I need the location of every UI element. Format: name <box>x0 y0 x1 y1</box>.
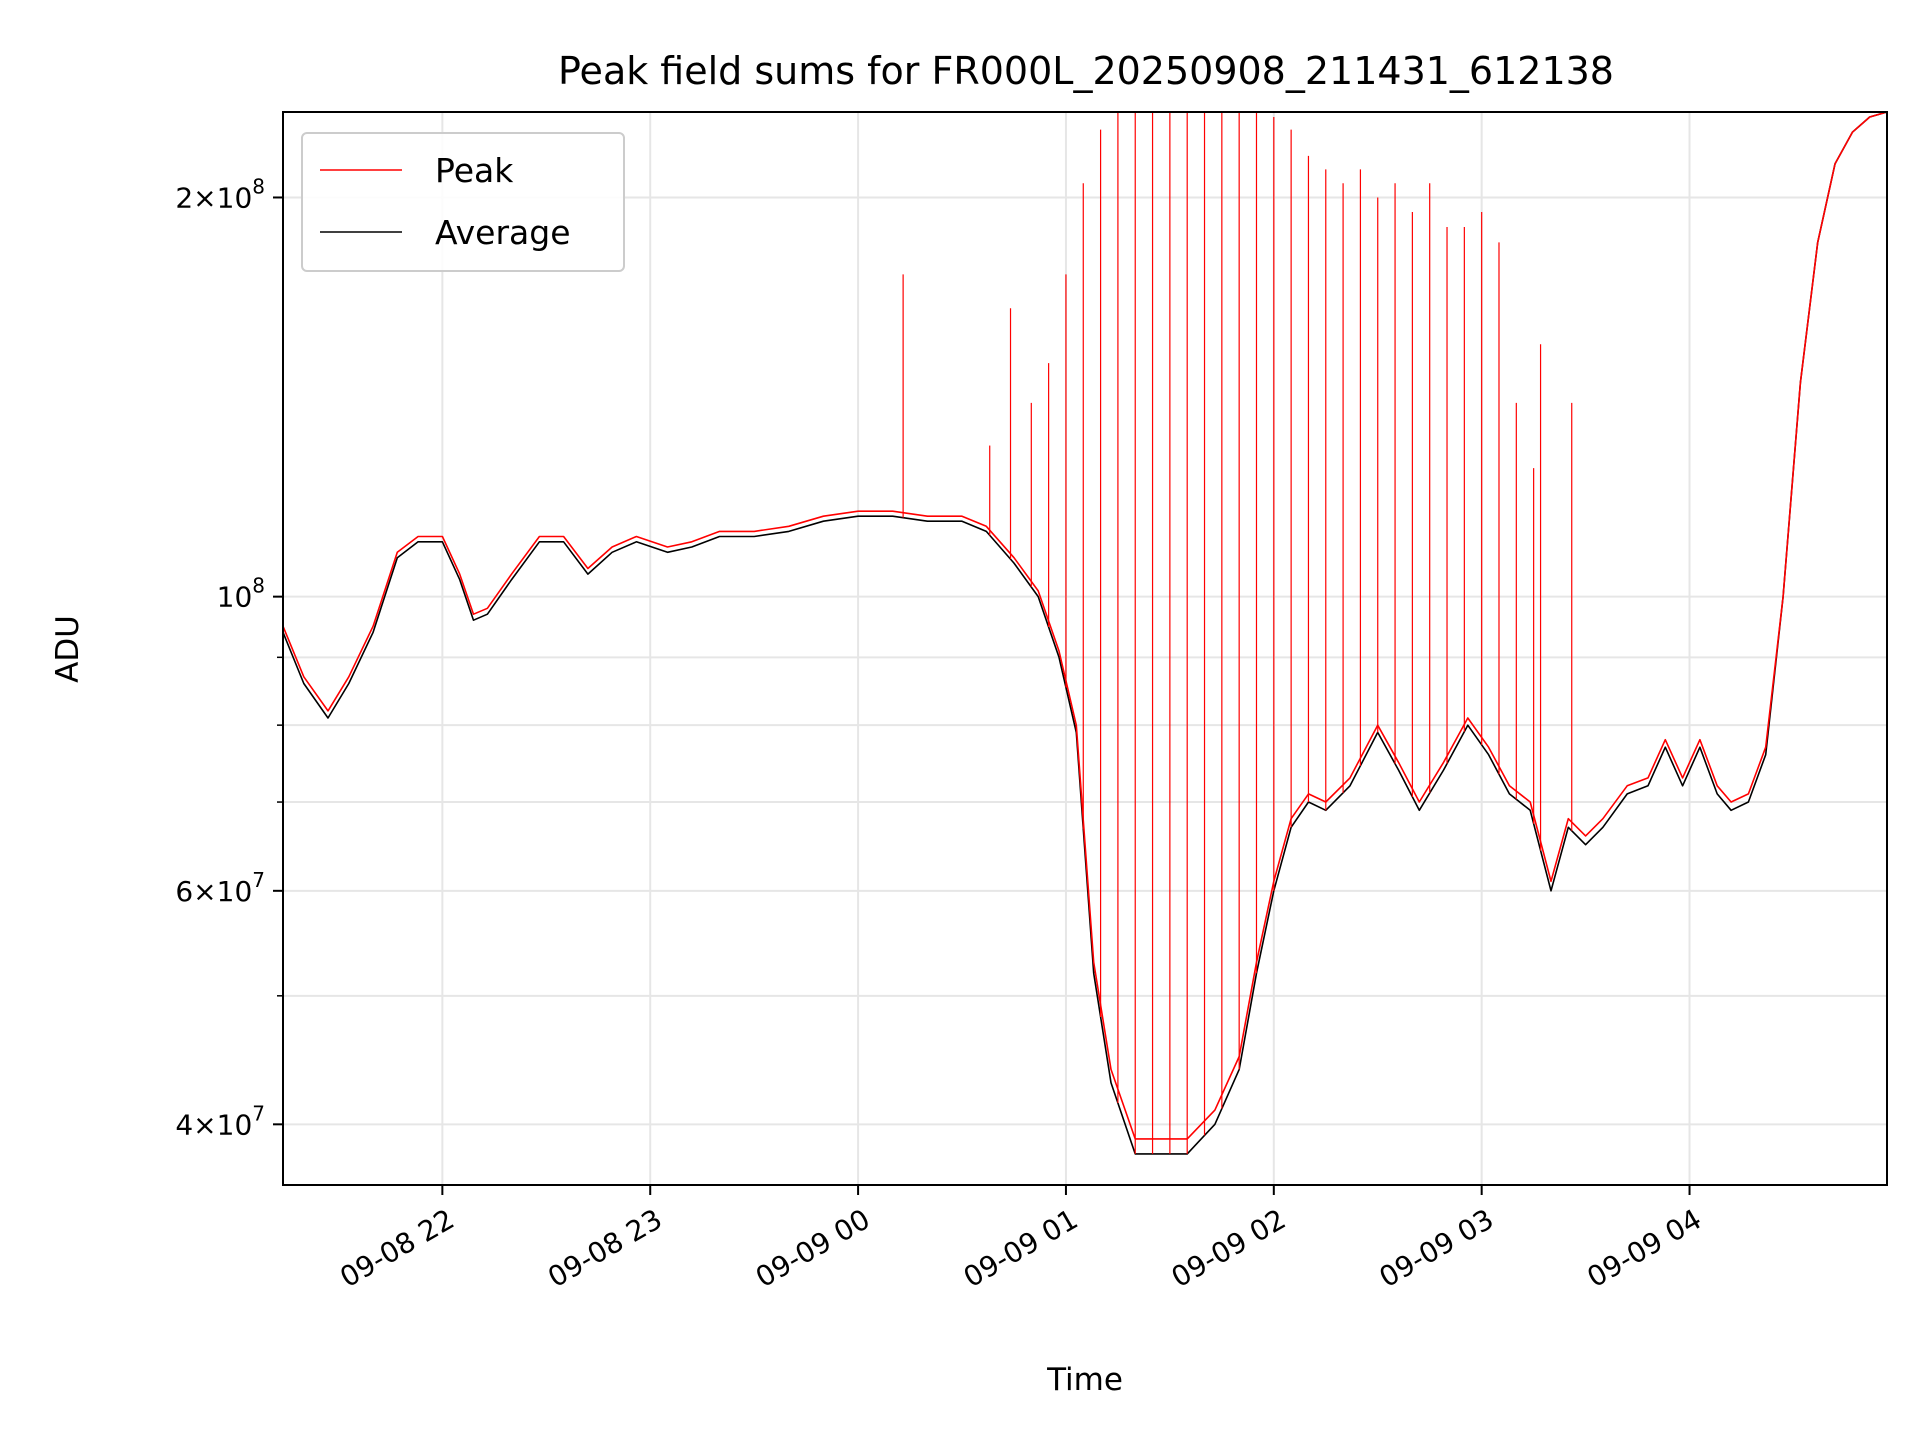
legend-label-average: Average <box>435 213 571 252</box>
series-line-average <box>282 111 1888 1155</box>
y-axis-label: ADU <box>50 615 86 683</box>
series-layer <box>282 111 1888 1155</box>
legend-label-peak: Peak <box>435 151 514 190</box>
x-axis-label: Time <box>1046 1362 1123 1398</box>
chart-title: Peak field sums for FR000L_20250908_2114… <box>558 49 1614 93</box>
y-axis: 2×108 108 6×107 4×107 <box>175 174 283 1141</box>
legend: Peak Average <box>301 132 625 272</box>
y-tick-label: 4×107 <box>175 1101 265 1141</box>
legend-box <box>301 132 625 272</box>
y-tick-label: 108 <box>217 574 265 614</box>
y-tick-label: 6×107 <box>175 868 265 908</box>
plot-frame <box>282 111 1888 1186</box>
y-tick-label: 2×108 <box>175 174 265 214</box>
